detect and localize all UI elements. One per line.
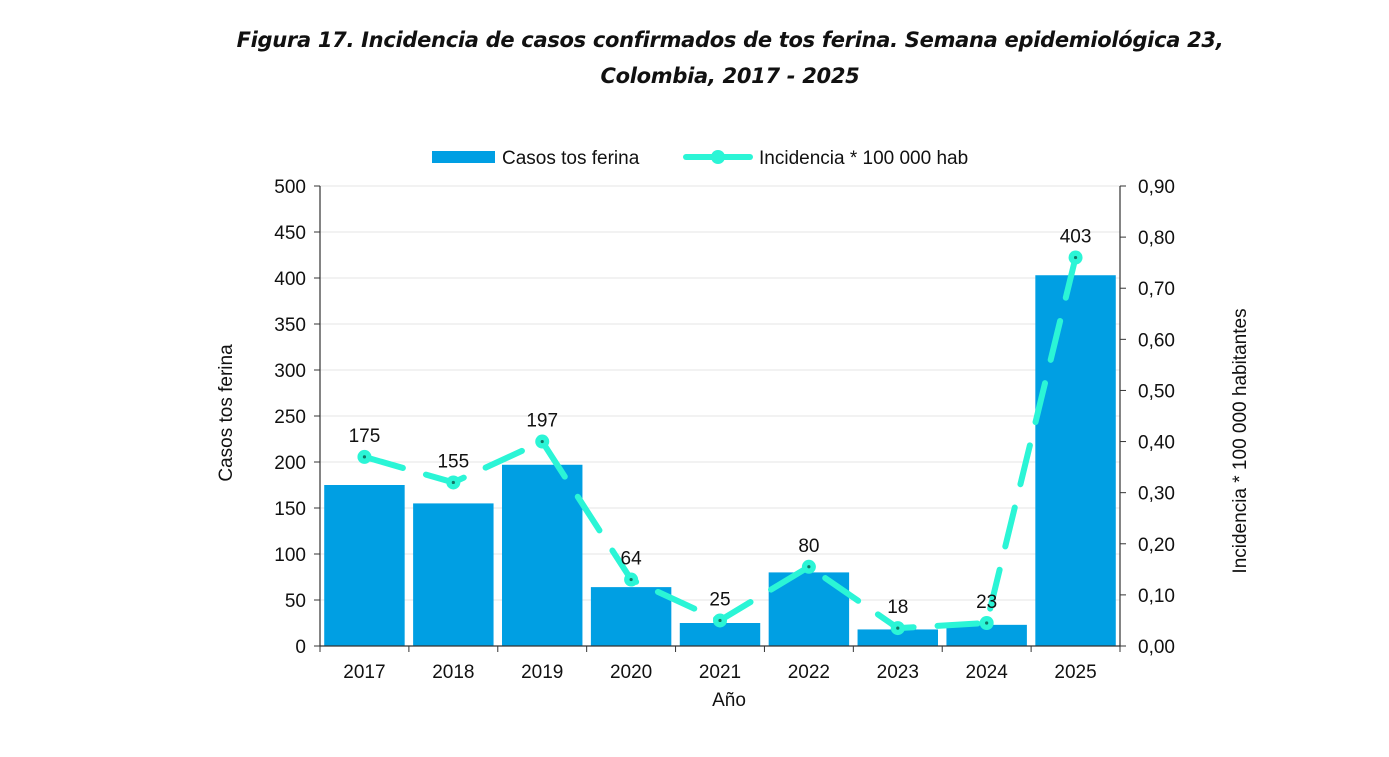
legend: Casos tos ferina Incidencia * 100 000 hab [432, 148, 968, 169]
bar-2020 [590, 587, 672, 646]
bar-2024 [946, 624, 1027, 646]
y-tick-label: 250 [274, 407, 306, 428]
x-tick-label: 2025 [1054, 662, 1096, 683]
y-tick-label: 400 [274, 269, 306, 290]
y-tick-label: 300 [274, 361, 306, 382]
y-tick-label: 0 [295, 637, 306, 658]
incidence-point-center [718, 618, 722, 623]
y-tick-label: 500 [274, 177, 306, 198]
bar-2025 [1035, 275, 1116, 646]
y2-tick-label: 0,70 [1138, 279, 1175, 300]
y-tick-label: 50 [285, 591, 306, 612]
x-tick-label: 2020 [610, 662, 652, 683]
data-label-2022: 80 [798, 536, 819, 557]
y-tick-label: 350 [274, 315, 306, 336]
data-label-2020: 64 [621, 549, 643, 570]
bar-2023 [857, 629, 938, 646]
y-tick-label: 150 [274, 499, 306, 520]
incidence-point-center [629, 577, 633, 582]
incidence-point-center [807, 565, 811, 569]
y-tick-label: 200 [274, 453, 306, 474]
data-label-2023: 18 [887, 597, 908, 618]
x-tick-label: 2024 [966, 662, 1009, 683]
data-label-2018: 155 [437, 451, 469, 472]
y-tick-label: 100 [274, 545, 306, 566]
legend-label-line: Incidencia * 100 000 hab [759, 148, 968, 169]
bar-2017 [324, 485, 405, 646]
legend-label-bars: Casos tos ferina [502, 148, 640, 169]
bar-2021 [679, 623, 761, 646]
axes: 0 50 100 150 200 250 300 350 400 450 500 0,00 0,10 0,… [274, 177, 1175, 683]
legend-swatch-marker [711, 150, 725, 164]
data-label-2017: 175 [349, 426, 381, 447]
x-tick-label: 2023 [877, 662, 919, 683]
incidence-point-center [362, 455, 367, 459]
bar-2019 [502, 464, 583, 646]
y2-tick-label: 0,40 [1138, 433, 1175, 454]
data-label-2021: 25 [709, 589, 730, 610]
y-tick-label: 450 [274, 223, 306, 244]
y-axis-title: Casos tos ferina [216, 344, 237, 482]
x-tick-label: 2022 [788, 662, 830, 683]
y2-tick-label: 0,50 [1138, 381, 1175, 402]
data-labels: 175 155 197 64 25 80 18 23 403 [349, 227, 1092, 619]
bar-series [324, 275, 1116, 646]
data-label-2025: 403 [1060, 227, 1092, 248]
legend-swatch-bars [432, 151, 495, 163]
incidence-point-center [1073, 255, 1078, 260]
y2-tick-label: 0,90 [1138, 177, 1175, 198]
figure-title: Figura 17. Incidencia de casos confirmad… [0, 22, 1389, 94]
data-label-2024: 23 [976, 592, 997, 613]
y2-tick-label: 0,20 [1138, 535, 1175, 556]
x-tick-label: 2019 [521, 662, 563, 683]
y2-tick-label: 0,60 [1138, 330, 1175, 351]
figure-title-line-1: Figura 17. Incidencia de casos confirmad… [236, 28, 1224, 52]
bar-2018 [413, 503, 494, 646]
figure-title-line-2: Colombia, 2017 - 2025 [600, 64, 860, 88]
grid-lines [320, 185, 1120, 601]
x-tick-label: 2017 [343, 662, 385, 683]
x-tick-label: 2018 [432, 662, 474, 683]
incidence-point-center [451, 480, 455, 485]
x-axis-title: Año [712, 690, 746, 711]
data-label-2019: 197 [526, 411, 558, 432]
incidence-point-center [896, 626, 900, 630]
incidence-point-center [985, 621, 989, 625]
y2-tick-label: 0,80 [1138, 228, 1175, 249]
x-tick-label: 2021 [699, 662, 741, 683]
incidence-point-center [540, 439, 544, 444]
y2-tick-label: 0,30 [1138, 484, 1175, 505]
y2-tick-label: 0,10 [1138, 586, 1175, 607]
line-series [357, 250, 1083, 636]
y2-tick-label: 0,00 [1138, 637, 1175, 658]
y2-axis-title: Incidencia * 100 000 habitantes [1230, 308, 1251, 573]
